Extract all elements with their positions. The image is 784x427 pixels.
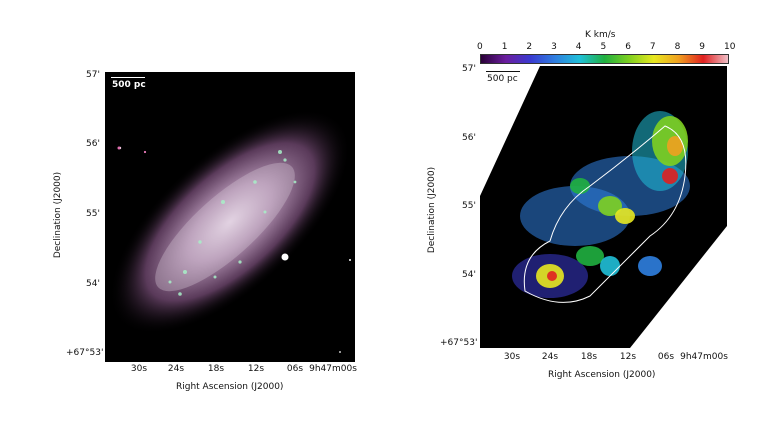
x-tick: 06s: [657, 352, 675, 362]
blank-region: [480, 66, 540, 196]
y-tick: +67°53': [66, 348, 104, 358]
x-tick: 12s: [247, 364, 265, 374]
x-tick: 30s: [130, 364, 148, 374]
beam-circle: [697, 321, 719, 343]
colorbar-tick: 6: [625, 42, 631, 52]
x-tick: 30s: [503, 352, 521, 362]
contour-line: [523, 125, 687, 303]
y-tick: 56': [86, 139, 100, 149]
co-map-svg: [480, 66, 727, 348]
x-tick: 06s: [286, 364, 304, 374]
emission-blob: [598, 196, 622, 216]
colorbar-tick: 9: [699, 42, 706, 52]
scale-label: 500 pc: [112, 80, 146, 90]
colorbar-tick: 5: [600, 42, 607, 52]
emission-blob: [600, 256, 620, 276]
y-axis-label: Declination (J2000): [53, 171, 63, 259]
x-tick: 9h47m00s: [680, 352, 728, 362]
y-tick: 57': [462, 64, 476, 74]
galaxy-image: [109, 109, 351, 353]
emission-blob: [570, 178, 590, 194]
y-tick: 57': [86, 70, 100, 80]
co-map: 500 pc: [480, 66, 727, 348]
x-axis-label: Right Ascension (J2000): [548, 370, 656, 380]
y-axis-label: Declination (J2000): [427, 166, 437, 254]
emission-blob: [547, 271, 557, 281]
colorbar-tick: 2: [526, 42, 533, 52]
x-tick: 24s: [167, 364, 185, 374]
emission-blob: [638, 256, 662, 276]
emission-blob: [615, 208, 635, 224]
x-tick: 18s: [580, 352, 598, 362]
y-tick: 54': [86, 279, 100, 289]
emission-blob: [576, 246, 604, 266]
blank-region: [630, 226, 727, 348]
y-tick: 54': [462, 270, 476, 280]
optical-image: 500 pc: [105, 72, 355, 362]
colorbar-tick: 1: [501, 42, 508, 52]
scale-label: 500 pc: [487, 74, 518, 84]
colorbar: [480, 54, 729, 64]
x-tick: 12s: [619, 352, 637, 362]
scale-bar: [486, 71, 520, 72]
x-axis-label: Right Ascension (J2000): [176, 382, 284, 392]
colorbar-tick: 8: [674, 42, 681, 52]
colorbar-tick: 4: [575, 42, 582, 52]
y-tick: 56': [462, 133, 476, 143]
scale-bar: [111, 77, 145, 78]
colorbar-tick: 0: [477, 42, 483, 52]
colorbar-tick: 3: [551, 42, 557, 52]
x-tick: 9h47m00s: [309, 364, 357, 374]
x-tick: 18s: [207, 364, 225, 374]
emission-blob: [662, 168, 678, 184]
emission-blob: [667, 136, 683, 156]
x-tick: 24s: [541, 352, 559, 362]
y-tick: +67°53': [440, 338, 478, 348]
colorbar-tick: 10: [724, 42, 736, 52]
y-tick: 55': [462, 201, 476, 211]
y-tick: 55': [86, 209, 100, 219]
colorbar-label: K km/s: [585, 30, 616, 40]
colorbar-tick: 7: [649, 42, 656, 52]
